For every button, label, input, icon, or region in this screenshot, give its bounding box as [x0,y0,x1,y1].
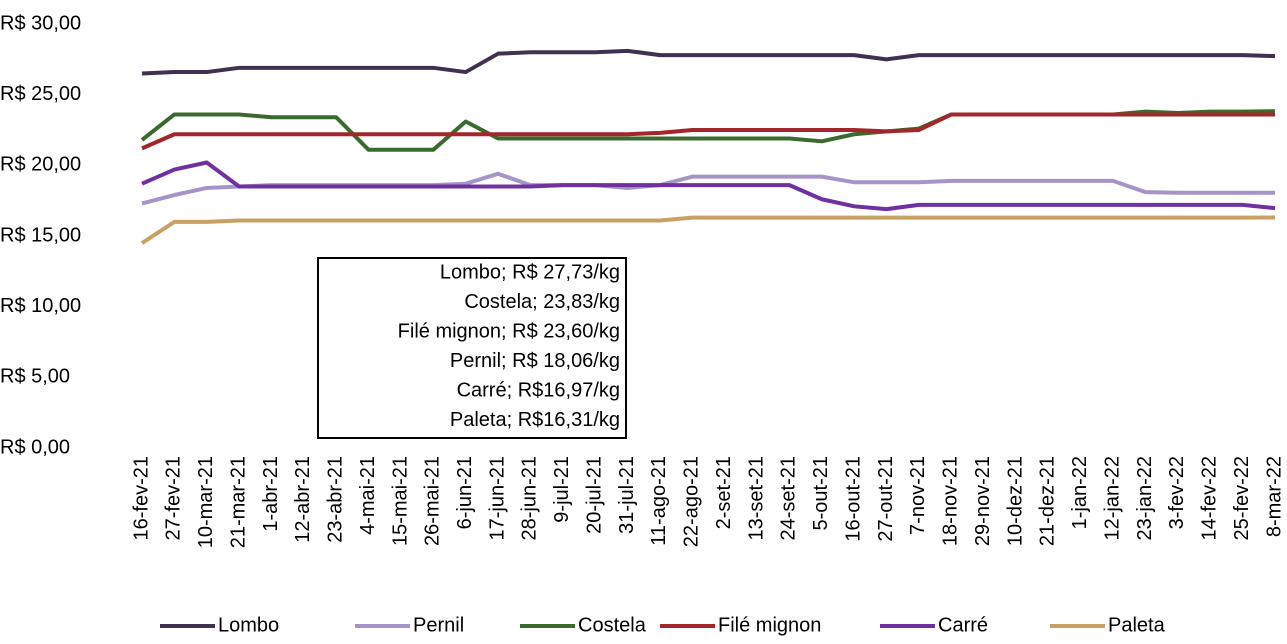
x-tick-label: 10-mar-21 [195,456,217,548]
annotation-text: Filé mignon; R$ 23,60/kg [398,320,620,342]
y-tick-label: R$ 0,00 [0,436,70,458]
x-tick-label: 16-out-21 [842,456,864,542]
y-tick-label: R$ 25,00 [0,83,81,105]
annotation-text: Lombo; R$ 27,73/kg [440,261,620,283]
series-line [141,48,1276,76]
annotation-text: Costela; 23,83/kg [464,291,620,313]
x-tick-label: 25-fev-22 [1231,456,1253,541]
x-tick-label: 24-set-21 [778,456,800,541]
x-tick-label: 13-set-21 [745,456,767,541]
legend-label: Lombo [218,614,279,636]
x-tick-label: 22-ago-21 [681,456,703,547]
x-tick-label: 1-jan-22 [1069,456,1091,529]
legend-label: Costela [578,614,647,636]
x-tick-label: 16-fev-21 [130,456,152,541]
x-tick-label: 11-ago-21 [648,456,670,546]
x-tick-label: 12-jan-22 [1101,456,1123,541]
annotation-text: Pernil; R$ 18,06/kg [450,350,620,372]
y-tick-label: R$ 10,00 [0,295,81,317]
y-tick-label: R$ 5,00 [0,366,70,388]
x-tick-label: 3-fev-22 [1166,456,1188,529]
x-tick-label: 28-jun-21 [519,456,541,541]
x-tick-label: 6-jun-21 [454,456,476,529]
x-tick-label: 2-set-21 [713,456,735,529]
legend-label: Pernil [413,614,464,636]
x-tick-label: 15-mai-21 [389,456,411,546]
annotation-text: Paleta; R$16,31/kg [450,409,620,431]
x-tick-label: 21-mar-21 [227,456,249,548]
legend-label: Paleta [1108,614,1166,636]
y-tick-label: R$ 30,00 [0,12,81,34]
series-line [141,171,1275,206]
y-tick-label: R$ 15,00 [0,224,81,246]
x-tick-label: 18-nov-21 [940,456,962,546]
x-tick-label: 14-fev-22 [1199,456,1221,541]
x-tick-label: 31-jul-21 [616,456,638,534]
x-tick-label: 21-dez-21 [1037,456,1059,546]
legend-label: Carré [938,614,988,636]
x-tick-label: 1-abr-21 [260,456,282,532]
x-tick-label: 23-jan-22 [1134,456,1156,541]
x-tick-label: 9-jul-21 [551,456,573,523]
series-line [140,215,1276,245]
legend-label: Filé mignon [718,614,821,636]
series-line [141,112,1275,151]
x-tick-label: 27-out-21 [875,456,897,542]
y-tick-label: R$ 20,00 [0,154,81,176]
x-tick-label: 12-abr-21 [292,456,314,543]
x-tick-label: 4-mai-21 [357,456,379,535]
x-tick-label: 5-out-21 [810,456,832,531]
x-tick-label: 8-mar-22 [1263,456,1285,537]
x-tick-label: 20-jul-21 [583,456,605,534]
x-tick-label: 7-nov-21 [907,456,929,535]
annotation-box [317,257,627,439]
x-tick-label: 10-dez-21 [1004,456,1026,546]
annotation-text: Carré; R$16,97/kg [457,379,620,401]
x-tick-label: 17-jun-21 [486,456,508,541]
series-line [141,160,1276,212]
x-tick-label: 27-fev-21 [163,456,185,541]
x-tick-label: 23-abr-21 [325,456,347,543]
x-tick-label: 29-nov-21 [972,456,994,546]
x-tick-label: 26-mai-21 [422,456,444,546]
